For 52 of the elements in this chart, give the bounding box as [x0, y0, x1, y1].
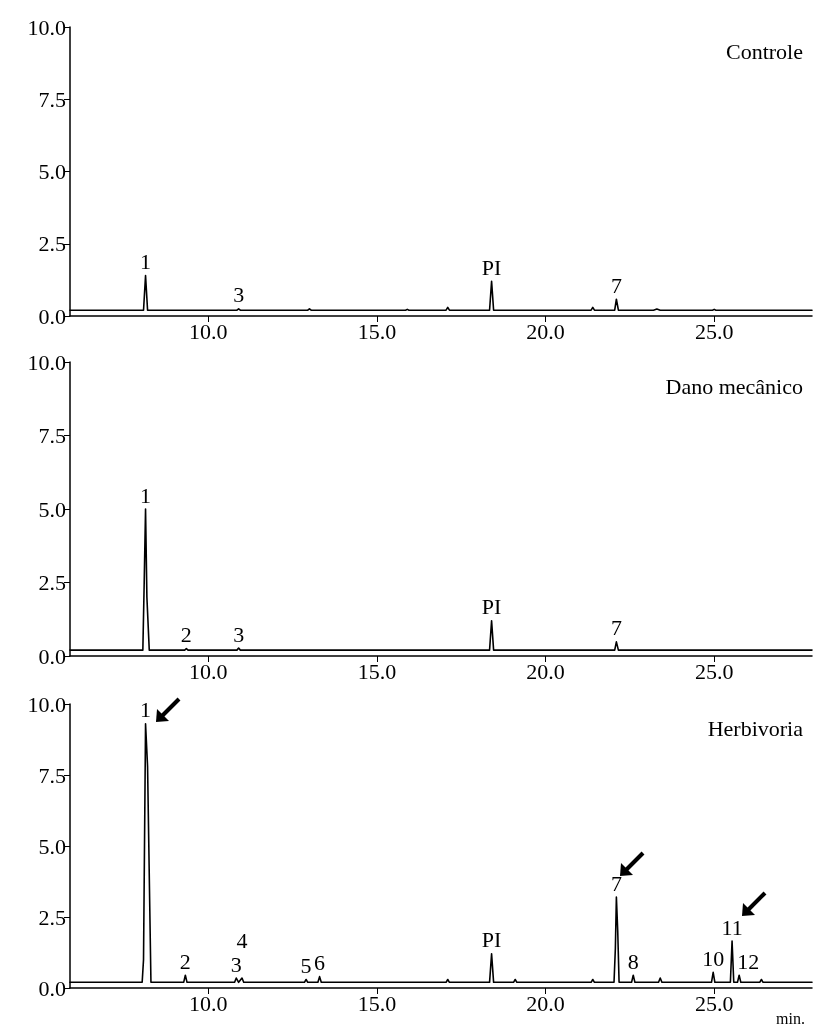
annotation: 5: [300, 952, 312, 978]
annotation: 2: [179, 948, 191, 974]
y-tick-label: 7.5: [38, 423, 66, 448]
y-tick-label: 0.0: [38, 975, 66, 1001]
x-tick-label: 10.0: [189, 658, 228, 684]
x-tick-label: 20.0: [526, 990, 565, 1016]
annotation: 3: [230, 951, 242, 977]
x-tick-label: 20.0: [526, 658, 565, 684]
x-tick-label: 15.0: [357, 318, 397, 344]
annotation: 11: [721, 914, 743, 940]
text: Dano mecânico: [665, 373, 803, 399]
text: Herbivoria: [707, 715, 804, 741]
text: Controle: [726, 38, 804, 64]
x-tick-label: 15.0: [357, 990, 397, 1016]
x-axis-title: min.: [776, 1009, 805, 1026]
x-tick-label: 25.0: [694, 990, 734, 1016]
annotation: 10: [702, 945, 725, 971]
y-tick-label: 2.5: [38, 231, 66, 257]
annotation: 7: [610, 615, 622, 641]
annotation: PI: [481, 927, 502, 953]
annotation: 6: [314, 950, 326, 976]
annotation: 3: [233, 282, 245, 308]
annotation: 7: [610, 870, 622, 896]
x-tick-label: 25.0: [694, 658, 734, 684]
x-tick-label: 15.0: [357, 658, 397, 684]
y-tick-label: 10.0: [27, 14, 66, 40]
y-tick-label: 5.0: [38, 496, 66, 522]
y-tick-label: 7.5: [38, 762, 66, 788]
annotation: 8: [627, 948, 639, 974]
y-tick-label: 10.0: [27, 691, 66, 717]
x-tick-label: 10.0: [189, 990, 228, 1016]
annotation: 12: [737, 948, 760, 974]
annotation: PI: [481, 594, 502, 620]
y-tick-label: 5.0: [38, 833, 66, 859]
y-tick-label: 5.0: [38, 159, 66, 184]
annotation: 1: [140, 697, 152, 723]
y-tick-label: 0.0: [38, 643, 66, 669]
annotation: 7: [610, 272, 622, 298]
annotation: 3: [233, 621, 245, 647]
annotation: 1: [140, 482, 152, 508]
y-tick-label: 0.0: [38, 303, 66, 329]
y-tick-label: 2.5: [38, 904, 66, 930]
y-tick-label: 10.0: [27, 349, 66, 375]
x-tick-label: 20.0: [526, 318, 565, 344]
annotation: 4: [236, 927, 248, 953]
y-tick-label: 7.5: [38, 86, 66, 112]
x-tick-label: 25.0: [694, 318, 734, 344]
annotation: PI: [481, 254, 502, 280]
y-tick-label: 2.5: [38, 570, 66, 595]
annotation: 2: [180, 622, 192, 648]
annotation: 1: [140, 249, 152, 275]
x-tick-label: 10.0: [189, 318, 228, 344]
